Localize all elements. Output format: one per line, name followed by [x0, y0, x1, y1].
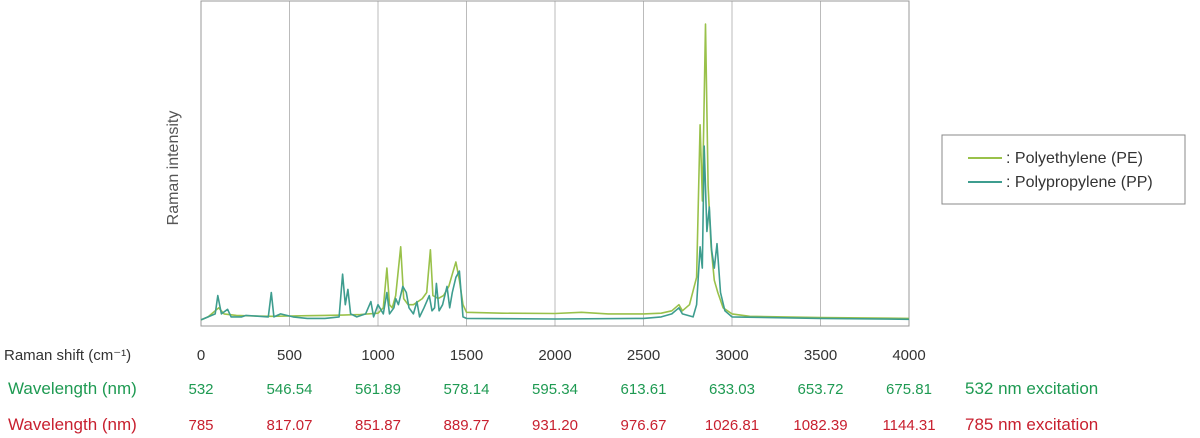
- wavelength-value: 785: [188, 417, 213, 434]
- series-layer: [200, 23, 910, 321]
- wavelength-value: 546.54: [267, 381, 313, 398]
- wavelength-row-label: Wavelength (nm): [8, 415, 137, 434]
- excitation-note: 532 nm excitation: [965, 379, 1098, 398]
- x-tick-label: 3500: [804, 347, 837, 364]
- x-tick-label: 3000: [715, 347, 748, 364]
- wavelength-value: 633.03: [709, 381, 755, 398]
- legend-label-pe: : Polyethylene (PE): [1006, 150, 1143, 167]
- wavelength-value: 851.87: [355, 417, 401, 434]
- excitation-note: 785 nm excitation: [965, 415, 1098, 434]
- series-line-1: [200, 145, 910, 321]
- wavelength-row-label: Wavelength (nm): [8, 379, 137, 398]
- x-tick-label: 2500: [627, 347, 660, 364]
- y-axis-label: Raman intensity: [165, 111, 182, 226]
- wavelength-value: 595.34: [532, 381, 578, 398]
- x-axis-label: Raman shift (cm⁻¹): [4, 347, 131, 364]
- wavelength-value: 675.81: [886, 381, 932, 398]
- x-tick-label: 1000: [361, 347, 394, 364]
- wavelength-value: 931.20: [532, 417, 578, 434]
- plot-frame: [200, 0, 910, 327]
- x-tick-label: 2000: [538, 347, 571, 364]
- x-tick-label: 1500: [450, 347, 483, 364]
- wavelength-rows: Wavelength (nm) 532 546.54 561.89 578.14 595.…: [8, 379, 1098, 434]
- legend: : Polyethylene (PE) : Polypropylene (PP): [941, 134, 1186, 205]
- wavelength-value: 817.07: [267, 417, 313, 434]
- wavelength-value: 578.14: [444, 381, 490, 398]
- wavelength-value: 653.72: [798, 381, 844, 398]
- x-tick-label: 4000: [892, 347, 925, 364]
- wavelength-value: 532: [188, 381, 213, 398]
- wavelength-value: 1082.39: [793, 417, 847, 434]
- grid-lines: [289, 1, 821, 326]
- x-tick-labels: 0 500 1000 1500 2000 2500 3000 3500 4000: [197, 347, 926, 364]
- wavelength-value: 976.67: [621, 417, 667, 434]
- wavelength-value: 613.61: [621, 381, 667, 398]
- legend-box: [941, 134, 1186, 205]
- wavelength-value: 889.77: [444, 417, 490, 434]
- wavelength-value: 1026.81: [705, 417, 759, 434]
- x-tick-label: 500: [277, 347, 302, 364]
- x-tick-label: 0: [197, 347, 205, 364]
- legend-label-pp: : Polypropylene (PP): [1006, 174, 1153, 191]
- wavelength-value: 1144.31: [882, 417, 935, 434]
- wavelength-value: 561.89: [355, 381, 401, 398]
